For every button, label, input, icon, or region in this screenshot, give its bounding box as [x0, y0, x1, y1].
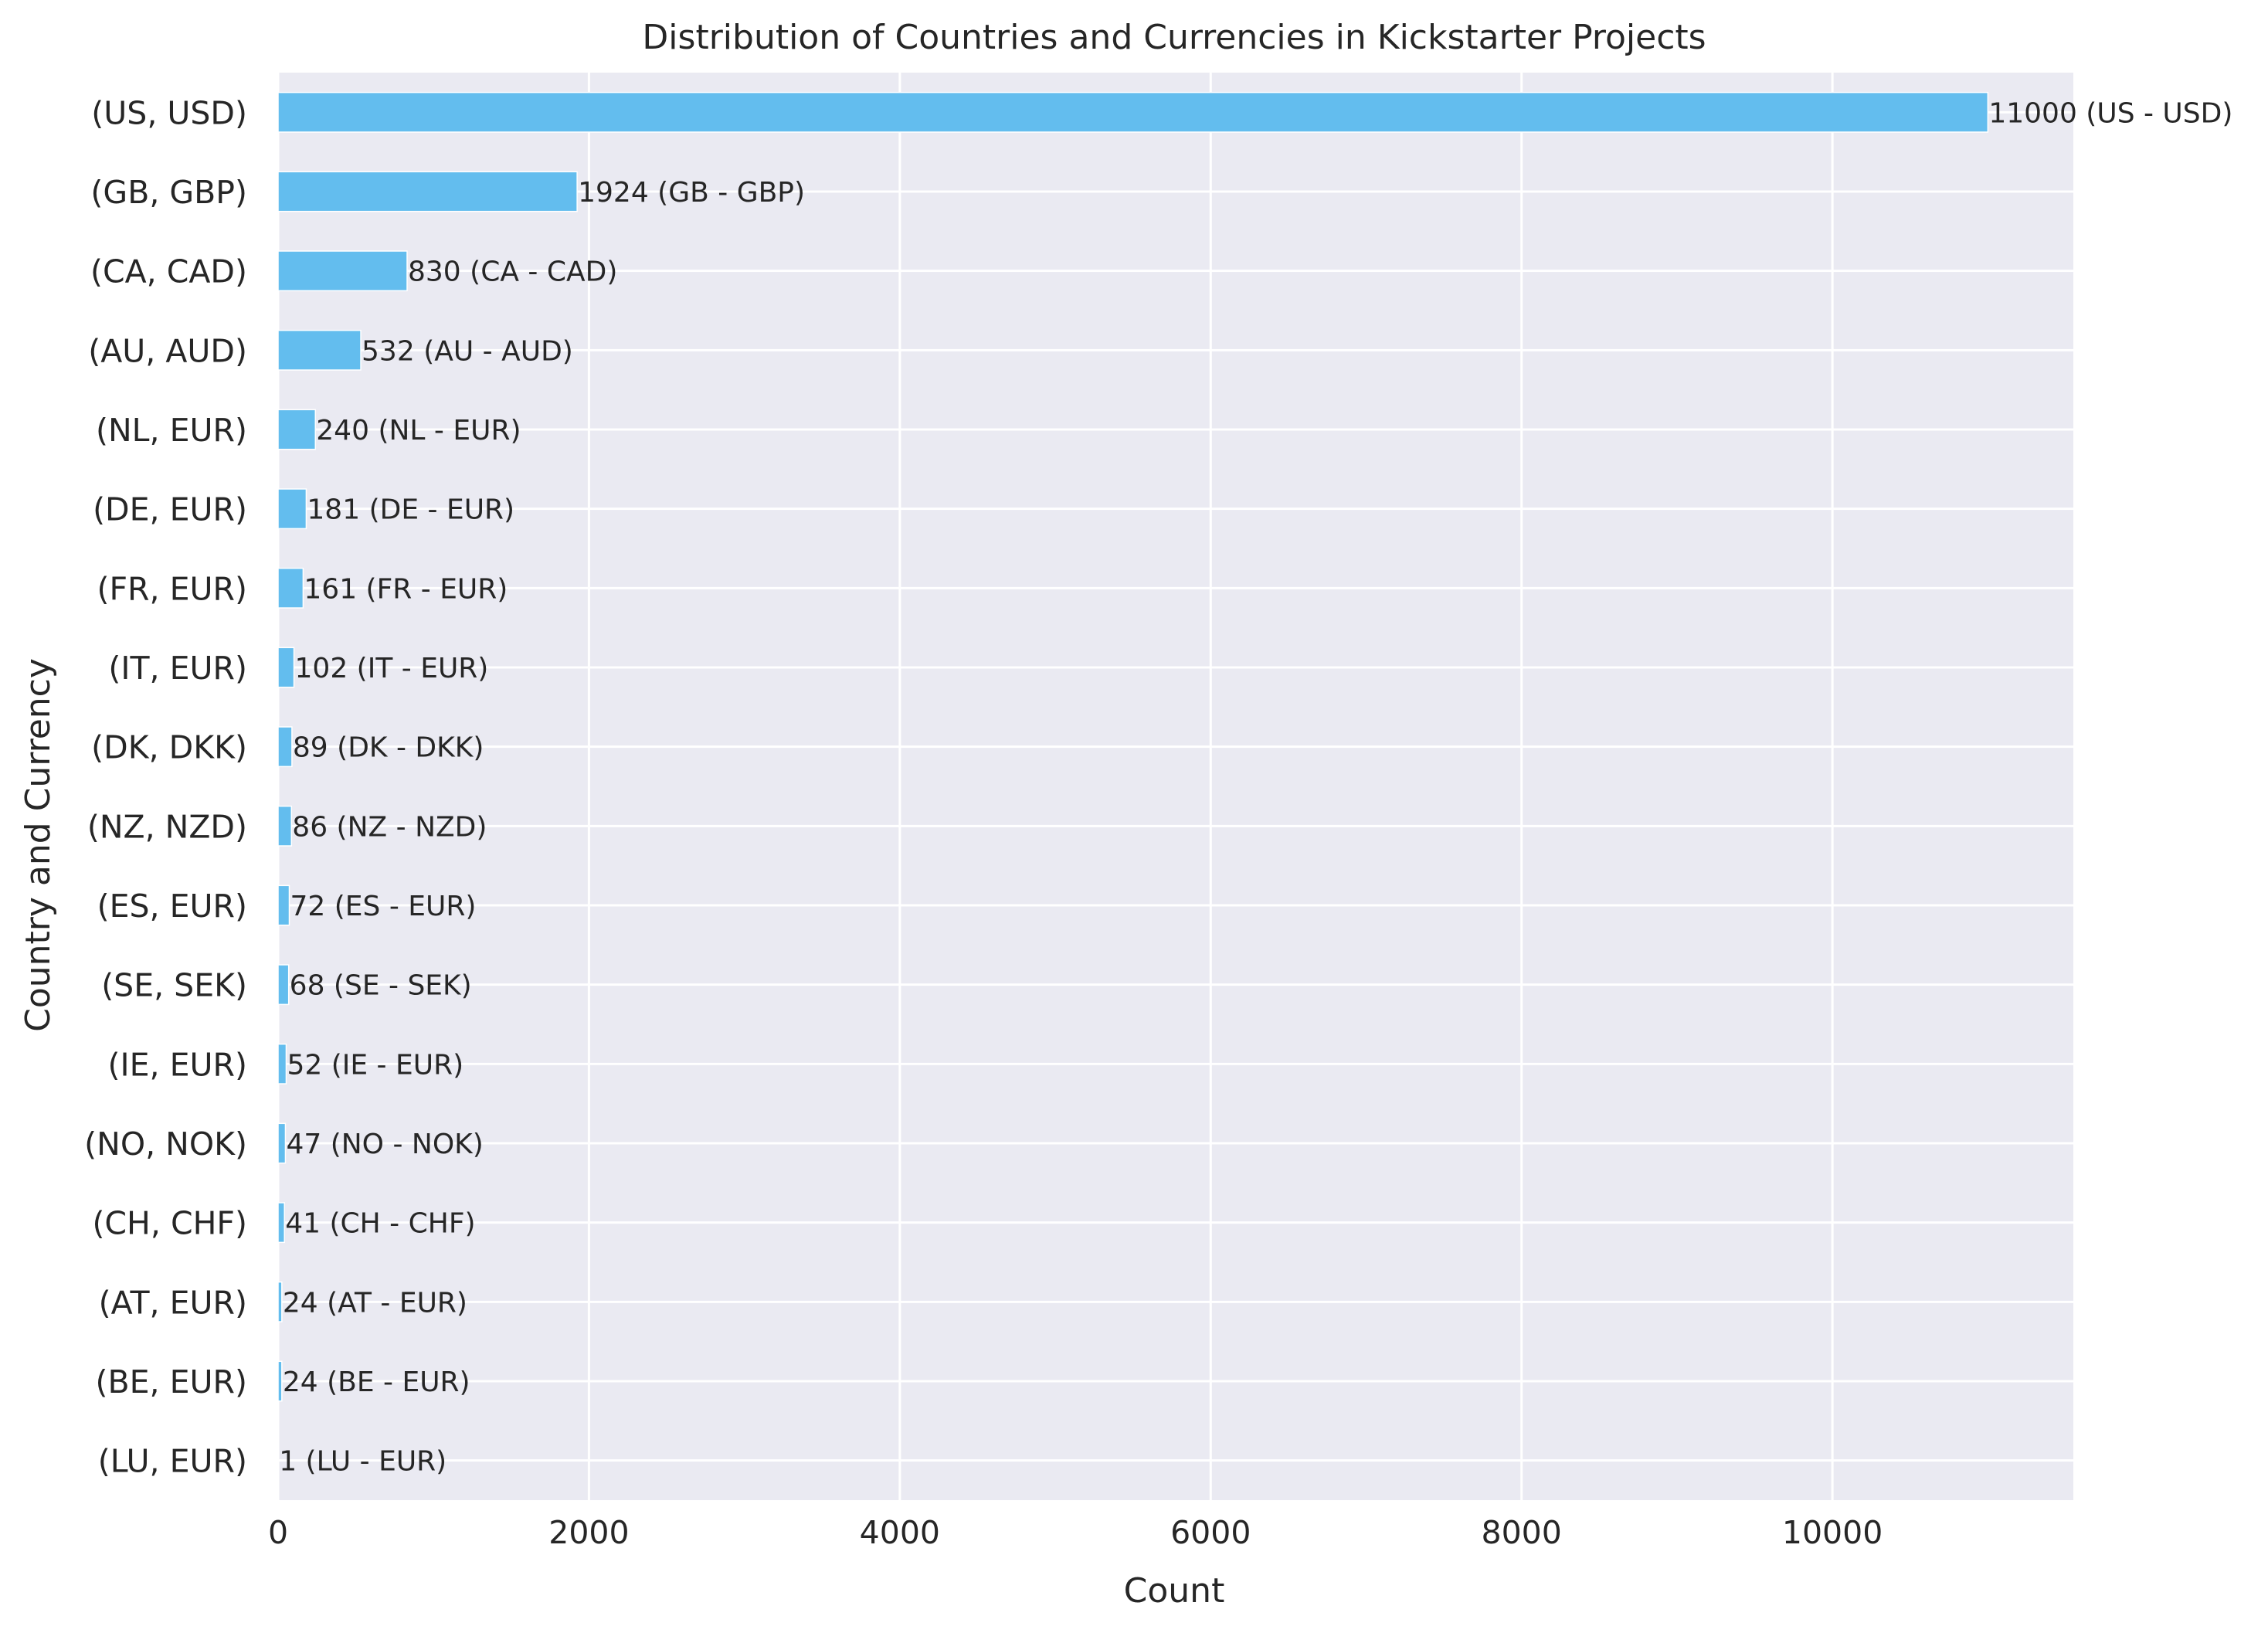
bar	[277, 964, 290, 1006]
bar-value-label: 24 (AT - EUR)	[283, 1287, 467, 1319]
bar-value-label: 11000 (US - USD)	[1988, 97, 2232, 129]
y-tick-label: (DK, DKK)	[91, 729, 247, 766]
y-tick-label: (AU, AUD)	[88, 332, 247, 369]
bar-value-label: 86 (NZ - NZD)	[292, 811, 487, 843]
bar-value-label: 240 (NL - EUR)	[316, 415, 521, 446]
y-tick-label: (IT, EUR)	[108, 650, 247, 687]
y-tick-label: (CH, CHF)	[92, 1205, 247, 1242]
bar-value-label: 1 (LU - EUR)	[279, 1446, 446, 1478]
x-tick-label: 4000	[860, 1514, 940, 1551]
y-tick-label: (LU, EUR)	[98, 1443, 247, 1480]
x-tick-labels: 0 2000 4000 6000 8000 10000	[268, 1514, 1883, 1551]
bar	[277, 805, 293, 847]
bar	[277, 1122, 287, 1164]
bar	[277, 1043, 287, 1085]
bar-value-label: 72 (ES - EUR)	[290, 891, 476, 922]
y-tick-label: (GB, GBP)	[90, 174, 247, 211]
x-tick-label: 6000	[1170, 1514, 1251, 1551]
y-tick-label: (US, USD)	[91, 94, 247, 131]
bar	[277, 1202, 285, 1244]
bar	[277, 567, 304, 609]
bar-value-label: 1924 (GB - GBP)	[578, 177, 805, 209]
bar	[277, 91, 1989, 133]
bar	[277, 329, 362, 371]
bar-value-label: 830 (CA - CAD)	[408, 256, 617, 288]
bar	[277, 884, 290, 926]
x-tick-label: 2000	[548, 1514, 629, 1551]
bar-value-label: 532 (AU - AUD)	[362, 335, 573, 367]
x-tick-label: 0	[268, 1514, 288, 1551]
bar	[277, 488, 307, 530]
grid-lines	[277, 73, 2073, 1500]
bar	[277, 726, 293, 768]
bar	[277, 409, 317, 450]
bar-value-label: 102 (IT - EUR)	[295, 653, 489, 684]
bar	[277, 250, 408, 292]
bar-value-label: 89 (DK - DKK)	[293, 732, 484, 764]
y-tick-label: (ES, EUR)	[97, 888, 247, 925]
bar-value-label: 24 (BE - EUR)	[283, 1366, 470, 1398]
y-tick-label: (IE, EUR)	[108, 1046, 247, 1083]
y-tick-label: (BE, EUR)	[96, 1363, 248, 1400]
y-axis-label: Country and Currency	[19, 658, 58, 1032]
bar-value-label: 41 (CH - CHF)	[285, 1208, 475, 1240]
y-tick-label: (NZ, NZD)	[87, 808, 247, 845]
y-tick-label: (NO, NOK)	[84, 1125, 247, 1163]
bar-value-label: 68 (SE - SEK)	[290, 970, 472, 1002]
data-labels: 11000 (US - USD) 1924 (GB - GBP) 830 (CA -…	[279, 97, 2232, 1477]
y-tick-label: (SE, SEK)	[101, 967, 247, 1004]
x-tick-label: 8000	[1482, 1514, 1562, 1551]
bar	[277, 1360, 283, 1402]
y-tick-labels: (US, USD) (GB, GBP) (CA, CAD) (AU, AUD) (NL,…	[84, 94, 247, 1479]
bars	[277, 91, 1989, 1482]
chart-title: Distribution of Countries and Currencies…	[642, 18, 1706, 57]
x-tick-label: 10000	[1782, 1514, 1883, 1551]
bar-value-label: 52 (IE - EUR)	[287, 1049, 463, 1081]
bar-value-label: 47 (NO - NOK)	[286, 1129, 483, 1160]
bar-value-label: 181 (DE - EUR)	[307, 494, 514, 526]
plot-background	[278, 73, 2073, 1500]
bar-value-label: 161 (FR - EUR)	[304, 573, 508, 605]
bar	[277, 171, 578, 212]
x-axis-label: Count	[1124, 1571, 1225, 1611]
y-tick-label: (CA, CAD)	[90, 253, 247, 290]
y-tick-label: (FR, EUR)	[97, 570, 247, 607]
y-tick-label: (AT, EUR)	[99, 1284, 247, 1321]
y-tick-label: (NL, EUR)	[96, 412, 247, 449]
bar	[277, 647, 295, 688]
y-tick-label: (DE, EUR)	[93, 491, 247, 528]
bar	[277, 1281, 283, 1322]
